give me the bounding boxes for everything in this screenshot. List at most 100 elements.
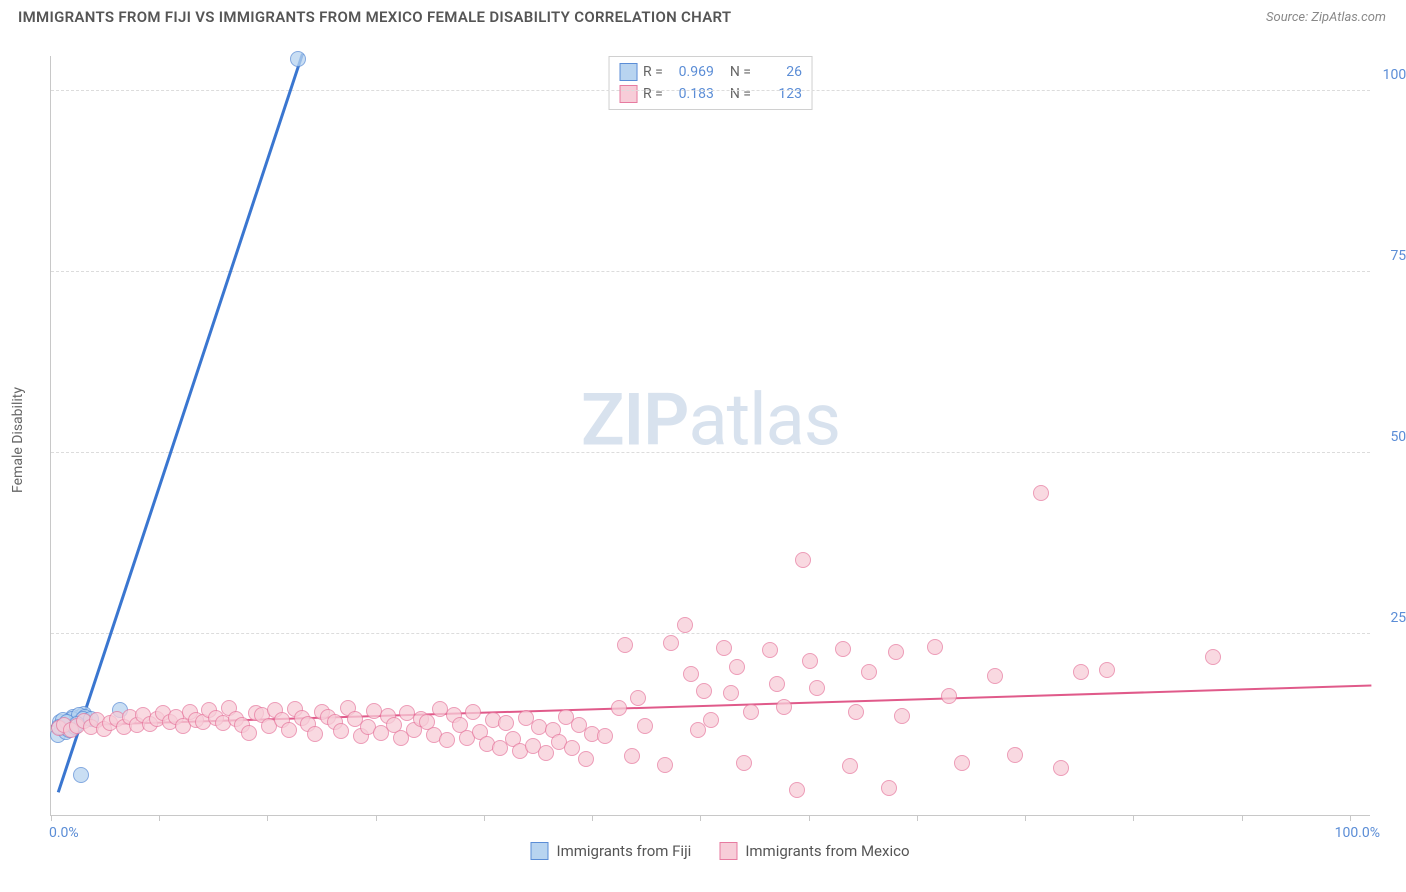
- scatter-point: [729, 659, 745, 675]
- scatter-point: [835, 641, 851, 657]
- scatter-point: [657, 757, 673, 773]
- chart-title: IMMIGRANTS FROM FIJI VS IMMIGRANTS FROM …: [18, 8, 731, 26]
- x-tick: [51, 815, 52, 821]
- legend-row: R = 0.969 N = 26: [619, 61, 802, 83]
- scatter-point: [716, 640, 732, 656]
- scatter-point: [776, 699, 792, 715]
- scatter-point: [73, 767, 89, 783]
- scatter-point: [1073, 664, 1089, 680]
- scatter-point: [333, 723, 349, 739]
- x-tick: [1242, 815, 1243, 821]
- scatter-point: [809, 680, 825, 696]
- x-tick: [592, 815, 593, 821]
- series-legend-item: Immigrants from Fiji: [530, 842, 691, 860]
- scatter-point: [677, 617, 693, 633]
- scatter-point: [241, 725, 257, 741]
- series-legend-label: Immigrants from Mexico: [745, 842, 909, 860]
- legend-r-label: R =: [643, 64, 663, 80]
- scatter-point: [290, 51, 306, 67]
- legend-row: R = 0.183 N = 123: [619, 83, 802, 105]
- x-axis-min-label: 0.0%: [49, 825, 79, 841]
- x-tick: [267, 815, 268, 821]
- x-tick: [700, 815, 701, 821]
- legend-swatch: [619, 85, 637, 103]
- scatter-point: [538, 745, 554, 761]
- scatter-point: [637, 718, 653, 734]
- scatter-point: [861, 664, 877, 680]
- source-attribution: Source: ZipAtlas.com: [1266, 10, 1386, 25]
- scatter-point: [1099, 662, 1115, 678]
- x-tick: [376, 815, 377, 821]
- x-tick: [159, 815, 160, 821]
- series-legend: Immigrants from Fiji Immigrants from Mexi…: [530, 842, 909, 860]
- scatter-point: [881, 780, 897, 796]
- x-tick: [1133, 815, 1134, 821]
- grid-line: [51, 633, 1370, 634]
- scatter-point: [617, 637, 633, 653]
- y-tick-label: 50.0%: [1373, 429, 1406, 445]
- scatter-point: [802, 653, 818, 669]
- scatter-point: [762, 642, 778, 658]
- scatter-point: [578, 751, 594, 767]
- legend-swatch: [619, 63, 637, 81]
- series-legend-label: Immigrants from Fiji: [556, 842, 691, 860]
- watermark: ZIPatlas: [581, 378, 840, 463]
- plot-area: ZIPatlas R =0.969N =26R =0.183N =123 0.0…: [50, 56, 1370, 816]
- scatter-point: [894, 708, 910, 724]
- scatter-point: [743, 704, 759, 720]
- x-tick: [1025, 815, 1026, 821]
- grid-line: [51, 452, 1370, 453]
- legend-r-value: 0.969: [669, 64, 714, 80]
- scatter-point: [769, 676, 785, 692]
- scatter-point: [1033, 485, 1049, 501]
- x-tick: [1350, 815, 1351, 821]
- scatter-point: [723, 685, 739, 701]
- legend-swatch: [530, 842, 548, 860]
- series-legend-item: Immigrants from Mexico: [719, 842, 909, 860]
- scatter-point: [683, 666, 699, 682]
- scatter-point: [597, 728, 613, 744]
- y-tick-label: 100.0%: [1373, 67, 1406, 83]
- legend-r-label: R =: [643, 86, 663, 102]
- scatter-point: [927, 639, 943, 655]
- scatter-point: [498, 715, 514, 731]
- scatter-point: [1053, 760, 1069, 776]
- scatter-point: [696, 683, 712, 699]
- x-tick: [917, 815, 918, 821]
- legend-n-label: N =: [730, 64, 751, 80]
- scatter-point: [307, 726, 323, 742]
- scatter-point: [789, 782, 805, 798]
- scatter-point: [1205, 649, 1221, 665]
- scatter-point: [848, 704, 864, 720]
- scatter-point: [888, 644, 904, 660]
- scatter-point: [624, 748, 640, 764]
- trend-line: [56, 53, 303, 792]
- scatter-point: [987, 668, 1003, 684]
- scatter-point: [465, 704, 481, 720]
- x-axis-max-label: 100.0%: [1335, 825, 1380, 841]
- legend-r-value: 0.183: [669, 86, 714, 102]
- y-tick-label: 75.0%: [1373, 248, 1406, 264]
- legend-n-value: 123: [757, 86, 802, 102]
- scatter-point: [795, 552, 811, 568]
- correlation-legend: R = 0.969 N = 26 R = 0.183 N = 123: [608, 56, 813, 110]
- scatter-point: [439, 732, 455, 748]
- scatter-point: [281, 722, 297, 738]
- scatter-point: [954, 755, 970, 771]
- scatter-point: [611, 700, 627, 716]
- legend-swatch: [719, 842, 737, 860]
- legend-n-value: 26: [757, 64, 802, 80]
- scatter-point: [941, 688, 957, 704]
- x-tick: [809, 815, 810, 821]
- y-tick-label: 25.0%: [1373, 610, 1406, 626]
- grid-line: [51, 271, 1370, 272]
- chart-container: Female Disability ZIPatlas R =0.969N =26…: [50, 50, 1390, 830]
- scatter-point: [630, 690, 646, 706]
- scatter-point: [842, 758, 858, 774]
- scatter-point: [736, 755, 752, 771]
- x-tick: [484, 815, 485, 821]
- legend-n-label: N =: [730, 86, 751, 102]
- grid-line: [51, 90, 1370, 91]
- scatter-point: [690, 722, 706, 738]
- scatter-point: [663, 635, 679, 651]
